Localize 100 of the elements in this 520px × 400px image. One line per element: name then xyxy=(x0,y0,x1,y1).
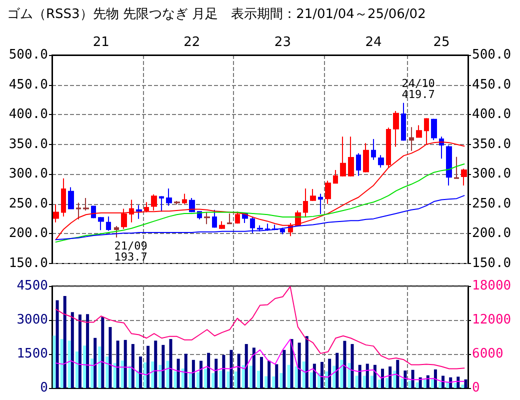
y-tick-label: 200.0 xyxy=(8,226,48,242)
bar xyxy=(294,366,298,388)
bar xyxy=(328,358,332,388)
bar xyxy=(396,360,400,388)
candlestick xyxy=(303,188,308,217)
candlestick xyxy=(83,197,89,211)
candlestick xyxy=(446,145,452,186)
candlestick xyxy=(174,200,180,206)
bar xyxy=(408,380,412,388)
x-tick-label: 24 xyxy=(365,35,382,50)
bar xyxy=(312,364,316,388)
candlestick xyxy=(461,168,467,186)
bar xyxy=(454,383,457,388)
annotation: 193.7 xyxy=(114,250,148,264)
bar xyxy=(212,373,215,388)
bar xyxy=(430,379,434,388)
bar xyxy=(325,371,328,388)
candlestick xyxy=(325,180,331,204)
bar xyxy=(90,358,94,388)
bar xyxy=(370,376,374,388)
bar xyxy=(275,364,278,388)
bar xyxy=(404,370,407,388)
bar xyxy=(242,365,245,388)
bar xyxy=(343,340,346,388)
chart-title: ゴム（RSS3）先物 先限つなぎ 月足 表示期間：21/01/04～25/06/02 xyxy=(7,7,426,22)
candlestick xyxy=(401,102,406,142)
bar xyxy=(378,380,382,388)
bar xyxy=(63,296,66,388)
bar xyxy=(310,372,313,388)
candlestick xyxy=(98,216,104,231)
bar xyxy=(207,352,210,388)
candlestick xyxy=(310,188,316,202)
bar xyxy=(358,364,362,388)
bar xyxy=(101,316,104,388)
bar xyxy=(298,342,301,388)
x-tick-label: 25 xyxy=(433,35,450,50)
candlestick xyxy=(363,142,369,173)
bar xyxy=(290,339,294,388)
bar xyxy=(461,384,464,388)
bar xyxy=(136,370,139,388)
bar xyxy=(184,354,188,388)
bar xyxy=(320,362,324,388)
candlestick xyxy=(378,154,384,168)
bar xyxy=(158,364,162,388)
bar xyxy=(366,364,369,388)
bar xyxy=(332,366,336,388)
bar xyxy=(199,360,202,388)
bar xyxy=(350,344,354,388)
candlestick xyxy=(409,126,414,152)
bar xyxy=(318,373,321,388)
y2-tick-label: 0 xyxy=(472,380,480,396)
bar xyxy=(222,354,226,388)
y-tick-label: 400.0 xyxy=(8,107,48,122)
bar xyxy=(464,379,468,388)
bar xyxy=(386,378,389,388)
bar xyxy=(56,300,59,388)
bar xyxy=(70,312,74,388)
candlestick xyxy=(212,209,217,228)
candlestick xyxy=(136,204,142,220)
bar xyxy=(181,368,184,388)
bar xyxy=(340,360,344,388)
bar xyxy=(146,346,150,388)
bar xyxy=(151,361,154,388)
candlestick xyxy=(265,223,270,232)
bar xyxy=(348,363,351,388)
bar xyxy=(434,369,437,388)
y-tick-label: 450.0 xyxy=(8,77,48,92)
bar xyxy=(257,370,260,388)
bar xyxy=(282,350,286,388)
bar xyxy=(94,338,97,388)
bar xyxy=(176,358,180,388)
bar xyxy=(249,366,252,388)
bar xyxy=(252,348,256,388)
y2-tick-label: 200.0 xyxy=(472,226,512,242)
bar xyxy=(234,371,238,388)
candlestick xyxy=(333,169,338,184)
bar xyxy=(86,314,90,388)
y-tick-label: 250.0 xyxy=(8,196,48,212)
candlestick xyxy=(348,136,354,178)
candlestick xyxy=(144,202,149,213)
candlestick xyxy=(393,110,399,148)
bar xyxy=(166,360,170,388)
candlestick xyxy=(159,196,164,212)
bar xyxy=(373,364,376,388)
y2-tick-label: 500.0 xyxy=(472,48,512,62)
y-tick-label: 3000 xyxy=(16,312,48,328)
bar xyxy=(124,340,127,388)
bar xyxy=(214,358,218,388)
candlestick xyxy=(129,199,134,223)
y2-tick-label: 18000 xyxy=(472,278,512,294)
bar xyxy=(204,368,208,388)
candlestick xyxy=(114,225,119,238)
bar xyxy=(106,356,109,388)
y-tick-label: 350.0 xyxy=(8,136,48,152)
annotation: 21/09 xyxy=(114,239,148,252)
bar xyxy=(60,339,64,388)
bar xyxy=(305,336,308,388)
x-tick-label: 21 xyxy=(92,35,110,50)
line-series xyxy=(55,195,465,240)
candlestick xyxy=(235,211,240,224)
